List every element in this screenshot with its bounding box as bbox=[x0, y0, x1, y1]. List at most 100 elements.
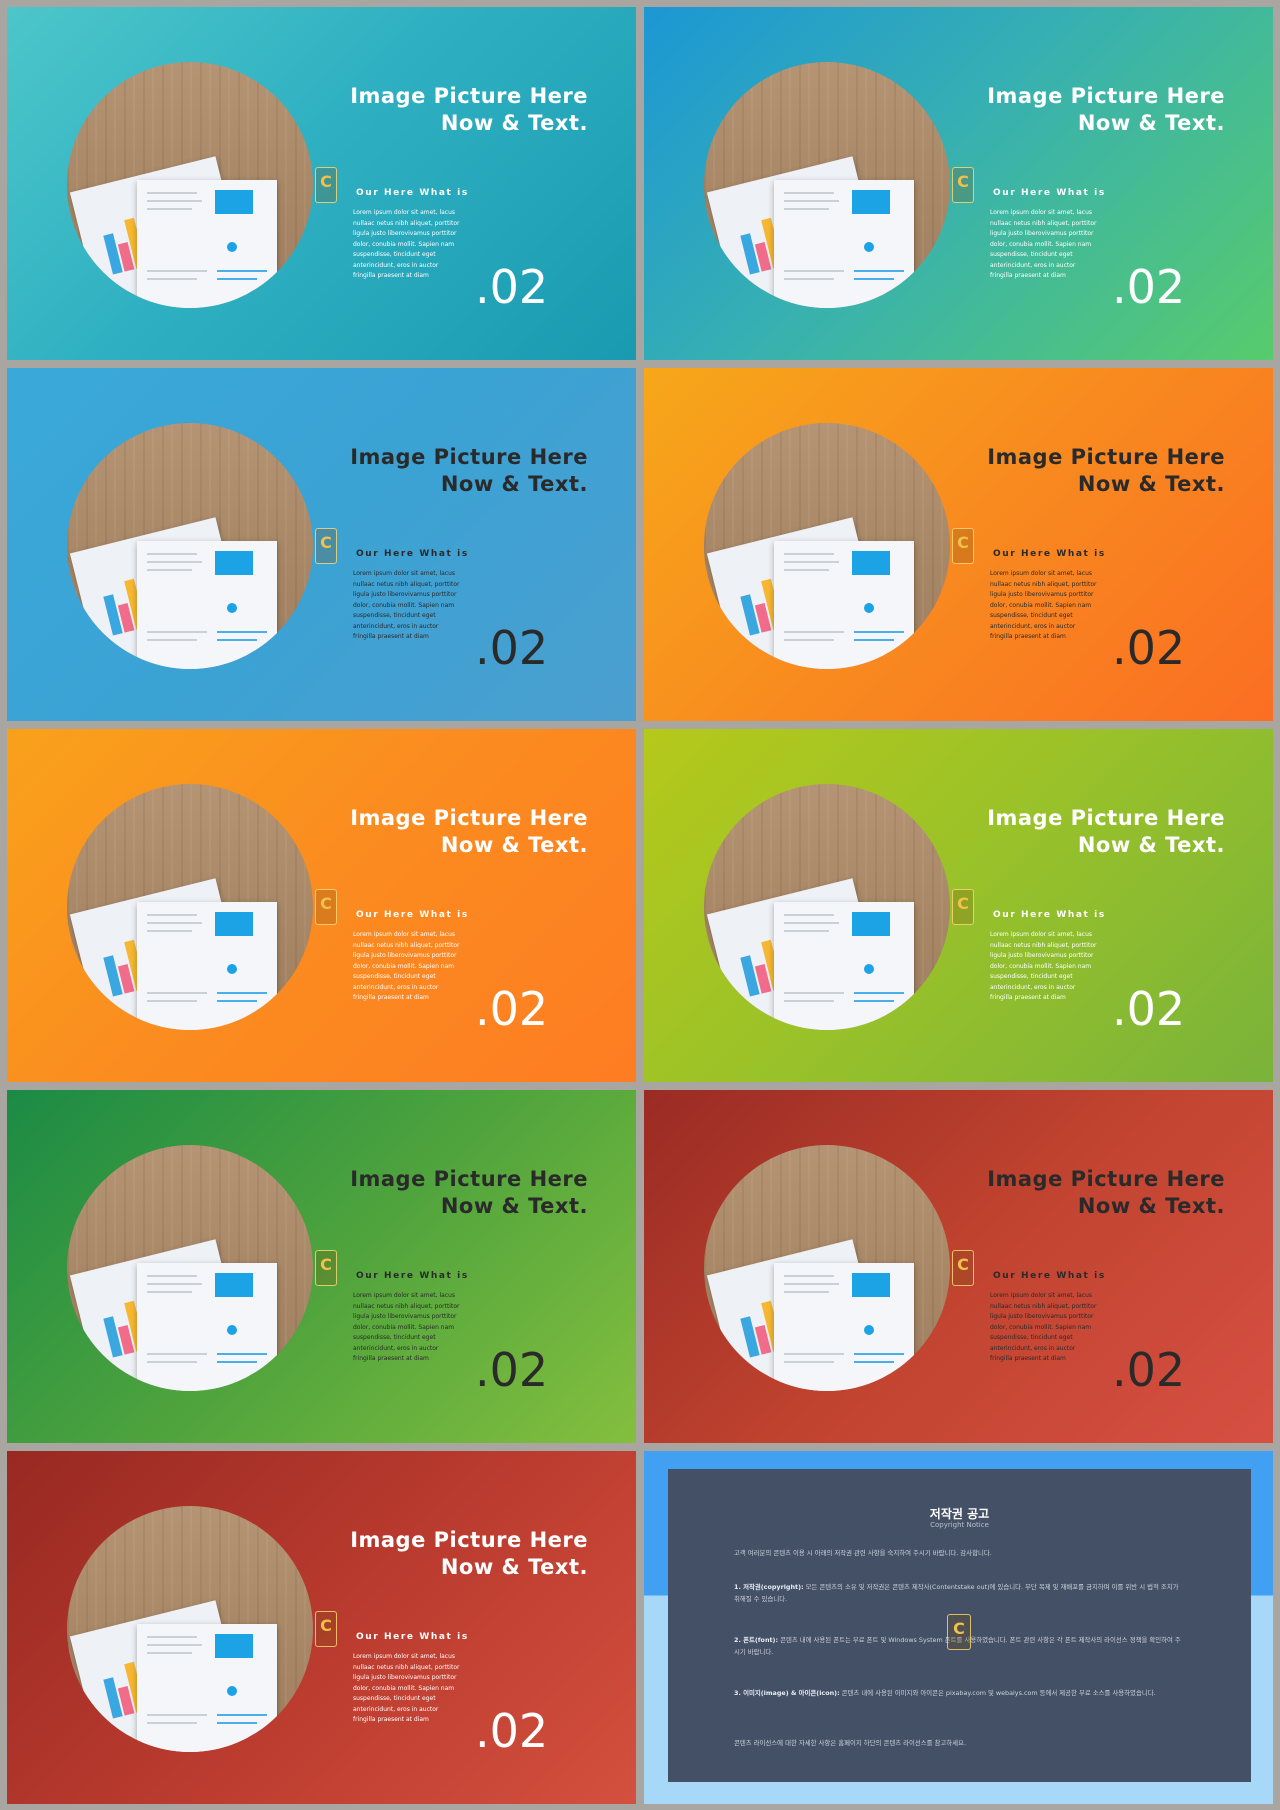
slide-subtitle: Our Here What is bbox=[993, 549, 1106, 559]
slide-number: .02 bbox=[475, 1704, 549, 1758]
slide-subtitle: Our Here What is bbox=[356, 549, 469, 559]
slide-thumbnail-2[interactable]: C Image Picture Here Now & Text. Our Her… bbox=[644, 7, 1273, 360]
title-line-1: Image Picture Here bbox=[350, 1167, 588, 1191]
notice-paragraph-image: 3. 이미지(image) & 아이콘(icon): 콘텐츠 내에 사용된 이미… bbox=[734, 1687, 1185, 1699]
slide-thumbnail-6[interactable]: C Image Picture Here Now & Text. Our Her… bbox=[644, 729, 1273, 1082]
title-line-1: Image Picture Here bbox=[350, 806, 588, 830]
notice-label: 2. 폰트(font): bbox=[734, 1636, 779, 1644]
logo-badge-icon: C bbox=[315, 1250, 337, 1286]
slide-subtitle: Our Here What is bbox=[993, 188, 1106, 198]
logo-badge-icon: C bbox=[952, 167, 974, 203]
title-line-2: Now & Text. bbox=[440, 1194, 588, 1218]
slide-body-text: Lorem ipsum dolor sit amet, lacus nullaa… bbox=[353, 1653, 460, 1723]
resume-sheet bbox=[137, 180, 277, 308]
notice-panel: 저작권 공고 Copyright Notice 고객 여러분의 콘텐츠 이용 시… bbox=[668, 1469, 1251, 1782]
slide-number: .02 bbox=[1112, 260, 1186, 314]
slide-title: Image Picture Here Now & Text. bbox=[268, 83, 588, 137]
title-line-1: Image Picture Here bbox=[350, 84, 588, 108]
slide-title: Image Picture Here Now & Text. bbox=[905, 805, 1225, 859]
title-line-2: Now & Text. bbox=[1077, 1194, 1225, 1218]
title-line-1: Image Picture Here bbox=[987, 84, 1225, 108]
title-line-2: Now & Text. bbox=[440, 472, 588, 496]
notice-text: 콘텐츠 내에 사용된 폰트는 무료 폰트 및 Windows System 폰트… bbox=[734, 1636, 1181, 1656]
slide-subtitle: Our Here What is bbox=[356, 1632, 469, 1642]
slide-title: Image Picture Here Now & Text. bbox=[905, 444, 1225, 498]
notice-label: 1. 저작권(copyright): bbox=[734, 1583, 804, 1591]
title-line-1: Image Picture Here bbox=[987, 806, 1225, 830]
slide-title: Image Picture Here Now & Text. bbox=[268, 444, 588, 498]
slide-body-text: Lorem ipsum dolor sit amet, lacus nullaa… bbox=[353, 209, 460, 279]
slide-number: .02 bbox=[1112, 621, 1186, 675]
slide-thumbnail-4[interactable]: C Image Picture Here Now & Text. Our Her… bbox=[644, 368, 1273, 721]
wood-photo-image bbox=[704, 423, 950, 669]
title-line-1: Image Picture Here bbox=[350, 1528, 588, 1552]
title-line-2: Now & Text. bbox=[1077, 833, 1225, 857]
resume-sheet bbox=[137, 541, 277, 669]
resume-sheet bbox=[137, 1624, 277, 1752]
wood-photo-image bbox=[67, 62, 313, 308]
slide-subtitle: Our Here What is bbox=[356, 188, 469, 198]
wood-photo-image bbox=[67, 784, 313, 1030]
slide-body-text: Lorem ipsum dolor sit amet, lacus nullaa… bbox=[353, 570, 460, 640]
slide-body-text: Lorem ipsum dolor sit amet, lacus nullaa… bbox=[353, 1292, 460, 1362]
slide-number: .02 bbox=[475, 982, 549, 1036]
title-line-2: Now & Text. bbox=[440, 111, 588, 135]
slide-number: .02 bbox=[1112, 982, 1186, 1036]
logo-badge-icon: C bbox=[315, 1611, 337, 1647]
resume-sheet bbox=[774, 1263, 914, 1391]
notice-intro: 고객 여러분의 콘텐츠 이용 시 아래의 저작권 관련 사항을 숙지하여 주시기… bbox=[734, 1549, 992, 1557]
slide-number: .02 bbox=[475, 1343, 549, 1397]
title-line-1: Image Picture Here bbox=[350, 445, 588, 469]
slide-thumbnail-9[interactable]: C Image Picture Here Now & Text. Our Her… bbox=[7, 1451, 636, 1804]
logo-badge-icon: C bbox=[315, 528, 337, 564]
notice-paragraph-copyright: 1. 저작권(copyright): 모든 콘텐츠의 소유 및 저작권은 콘텐츠… bbox=[734, 1581, 1185, 1605]
slide-number: .02 bbox=[1112, 1343, 1186, 1397]
wood-photo-image bbox=[704, 1145, 950, 1391]
notice-text: 콘텐츠 내에 사용된 이미지와 아이콘은 pixabay.com 및 webal… bbox=[839, 1689, 1156, 1697]
slide-thumbnail-5[interactable]: C Image Picture Here Now & Text. Our Her… bbox=[7, 729, 636, 1082]
logo-badge-icon: C bbox=[315, 889, 337, 925]
copyright-notice-slide[interactable]: 저작권 공고 Copyright Notice 고객 여러분의 콘텐츠 이용 시… bbox=[644, 1451, 1273, 1804]
logo-badge-icon: C bbox=[952, 528, 974, 564]
resume-sheet bbox=[137, 902, 277, 1030]
title-line-2: Now & Text. bbox=[1077, 472, 1225, 496]
slide-title: Image Picture Here Now & Text. bbox=[905, 83, 1225, 137]
notice-subtitle: Copyright Notice bbox=[930, 1521, 989, 1529]
notice-outro: 콘텐츠 라이선스에 대한 자세한 사항은 홈페이지 하단의 콘텐츠 라이선스를 … bbox=[734, 1739, 966, 1747]
slide-subtitle: Our Here What is bbox=[993, 910, 1106, 920]
wood-photo-image bbox=[67, 423, 313, 669]
notice-label: 3. 이미지(image) & 아이콘(icon): bbox=[734, 1689, 840, 1697]
notice-title: 저작권 공고 bbox=[929, 1507, 990, 1521]
slide-body-text: Lorem ipsum dolor sit amet, lacus nullaa… bbox=[990, 570, 1097, 640]
slide-thumbnail-7[interactable]: C Image Picture Here Now & Text. Our Her… bbox=[7, 1090, 636, 1443]
slide-title: Image Picture Here Now & Text. bbox=[905, 1166, 1225, 1220]
wood-photo-image bbox=[704, 784, 950, 1030]
resume-sheet bbox=[774, 902, 914, 1030]
slide-thumbnail-1[interactable]: C Image Picture Here Now & Text. Our Her… bbox=[7, 7, 636, 360]
resume-sheet bbox=[137, 1263, 277, 1391]
slide-body-text: Lorem ipsum dolor sit amet, lacus nullaa… bbox=[990, 209, 1097, 279]
logo-badge-icon: C bbox=[315, 167, 337, 203]
title-line-2: Now & Text. bbox=[440, 1555, 588, 1579]
logo-badge-icon: C bbox=[952, 1250, 974, 1286]
logo-badge-icon: C bbox=[952, 889, 974, 925]
title-line-2: Now & Text. bbox=[440, 833, 588, 857]
logo-badge-icon: C bbox=[947, 1614, 971, 1650]
title-line-2: Now & Text. bbox=[1077, 111, 1225, 135]
slide-subtitle: Our Here What is bbox=[356, 1271, 469, 1281]
wood-photo-image bbox=[67, 1506, 313, 1752]
slide-number: .02 bbox=[475, 260, 549, 314]
slide-title: Image Picture Here Now & Text. bbox=[268, 1166, 588, 1220]
slide-body-text: Lorem ipsum dolor sit amet, lacus nullaa… bbox=[990, 931, 1097, 1001]
notice-paragraph-font: 2. 폰트(font): 콘텐츠 내에 사용된 폰트는 무료 폰트 및 Wind… bbox=[734, 1634, 1185, 1658]
notice-text: 모든 콘텐츠의 소유 및 저작권은 콘텐츠 제작사(Contentstake o… bbox=[734, 1583, 1179, 1603]
slide-body-text: Lorem ipsum dolor sit amet, lacus nullaa… bbox=[990, 1292, 1097, 1362]
slide-number: .02 bbox=[475, 621, 549, 675]
slide-thumbnail-8[interactable]: C Image Picture Here Now & Text. Our Her… bbox=[644, 1090, 1273, 1443]
wood-photo-image bbox=[67, 1145, 313, 1391]
slide-thumbnail-3[interactable]: C Image Picture Here Now & Text. Our Her… bbox=[7, 368, 636, 721]
slide-body-text: Lorem ipsum dolor sit amet, lacus nullaa… bbox=[353, 931, 460, 1001]
slide-subtitle: Our Here What is bbox=[993, 1271, 1106, 1281]
slide-title: Image Picture Here Now & Text. bbox=[268, 805, 588, 859]
wood-photo-image bbox=[704, 62, 950, 308]
